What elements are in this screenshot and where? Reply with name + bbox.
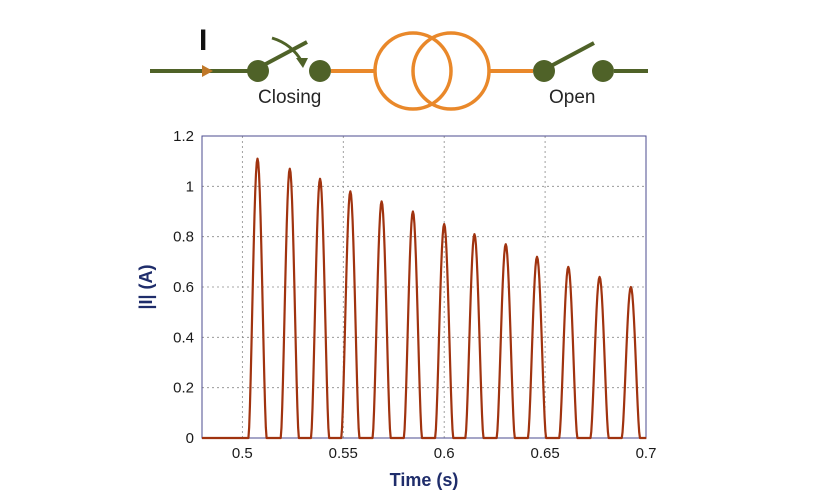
y-axis-title: |I| (A) xyxy=(136,264,156,309)
open-switch-node-right xyxy=(592,60,614,82)
x-tick-label: 0.5 xyxy=(232,445,253,462)
current-direction-arrow xyxy=(202,65,213,77)
closing-switch-node-right xyxy=(309,60,331,82)
y-axis-ticks: 0 0.2 0.4 0.6 0.8 1 1.2 xyxy=(173,128,194,447)
y-tick-label: 0.2 xyxy=(173,380,194,397)
chart-grid xyxy=(202,135,647,439)
inrush-current-chart: 0 0.2 0.4 0.6 0.8 1 1.2 0.5 0.55 0.6 0.65 0.7 Time… xyxy=(136,128,656,490)
switching-schematic xyxy=(150,31,648,111)
closing-switch-label: Closing xyxy=(258,87,322,108)
closing-switch-blade xyxy=(261,40,308,68)
x-tick-label: 0.55 xyxy=(329,445,358,462)
y-tick-label: 1.2 xyxy=(173,128,194,145)
current-marker-label: I xyxy=(199,24,208,57)
x-tick-label: 0.65 xyxy=(530,445,559,462)
series-current-line xyxy=(202,157,648,440)
transformer-primary-coil xyxy=(373,31,453,111)
y-tick-label: 0.8 xyxy=(173,229,194,246)
y-tick-label: 0.6 xyxy=(173,279,194,296)
x-axis-ticks: 0.5 0.55 0.6 0.65 0.7 xyxy=(232,445,656,462)
x-tick-label: 0.6 xyxy=(434,445,455,462)
open-switch-blade xyxy=(548,41,595,69)
x-tick-label: 0.7 xyxy=(636,445,657,462)
y-tick-label: 0 xyxy=(186,430,194,447)
y-tick-label: 0.4 xyxy=(173,329,194,346)
open-switch-label: Open xyxy=(549,87,596,108)
x-axis-title: Time (s) xyxy=(390,470,459,490)
y-tick-label: 1 xyxy=(186,178,194,195)
closing-motion-arrowhead xyxy=(296,58,308,68)
